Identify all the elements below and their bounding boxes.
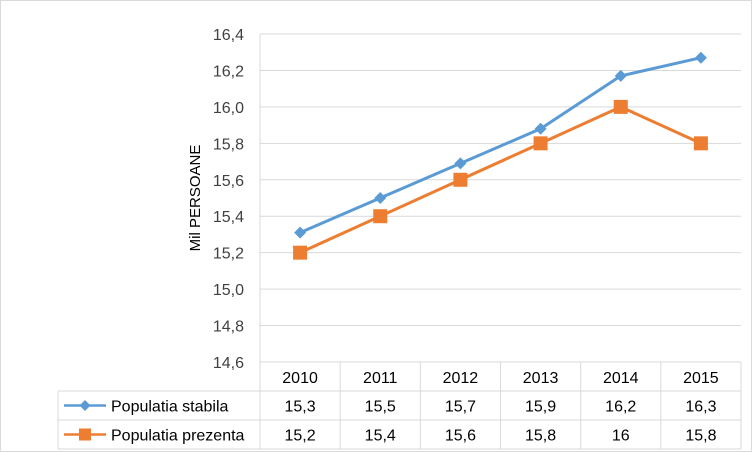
y-tick-label: 15,4 [213,209,244,226]
x-tick-label: 2015 [683,370,719,387]
data-point-diamond [694,51,707,64]
y-tick-label: 15,6 [213,173,244,190]
y-tick-label: 15,2 [213,246,244,263]
plot-series [293,51,708,260]
table-cell: 15,7 [445,399,476,416]
legend-label: Populatia prezenta [111,428,245,445]
x-tick-label: 2011 [363,370,398,387]
data-point-square [533,136,548,151]
y-tick-label: 16,4 [213,27,244,44]
table-cell: 15,8 [685,428,716,445]
data-point-square [373,209,388,224]
data-point-diamond [374,192,387,204]
table-cell: 16,3 [685,399,716,416]
y-tick-label: 14,6 [213,355,244,372]
series-line-0 [299,56,702,234]
table-cell: 15,3 [285,399,316,416]
table-cell: 15,4 [365,428,396,445]
data-point-square [613,99,628,114]
y-tick-label: 15,8 [213,136,244,153]
data-point-diamond [454,157,467,170]
table-cell: 15,5 [365,399,396,416]
x-tick-label: 2012 [443,370,479,387]
table-cell: 15,2 [285,428,316,445]
table-cell: 15,9 [525,399,556,416]
x-tick-label: 2014 [603,370,639,387]
data-point-square [293,245,308,260]
legend-square-marker [79,428,91,441]
x-tick-label: 2013 [523,370,559,387]
y-tick-label: 15,0 [213,282,244,299]
y-tick-label: 16,2 [213,63,244,80]
data-point-square [693,136,708,151]
series-line-1 [299,105,702,255]
table-cell: 16 [612,428,630,445]
data-point-diamond [614,69,627,82]
y-axis: 14,6 14,8 15,0 15,2 15,4 15,6 15,8 16,0 16,2 16,4 [213,27,244,372]
legend-label: Populatia stabila [111,399,229,416]
y-axis-label: Mil PERSOANE [187,145,204,252]
data-table: 2010 2011 2012 2013 2014 2015 Populatia stabil… [57,361,742,450]
table-cell: 15,8 [525,428,556,445]
x-tick-label: 2010 [282,370,318,387]
table-cell: 15,6 [445,428,476,445]
y-tick-label: 14,8 [213,319,244,336]
data-point-diamond [534,122,547,135]
legend-diamond-marker [79,400,91,411]
data-point-square [453,172,468,187]
data-point-diamond [294,226,307,239]
y-tick-label: 16,0 [213,100,244,117]
table-cell: 16,2 [605,399,636,416]
